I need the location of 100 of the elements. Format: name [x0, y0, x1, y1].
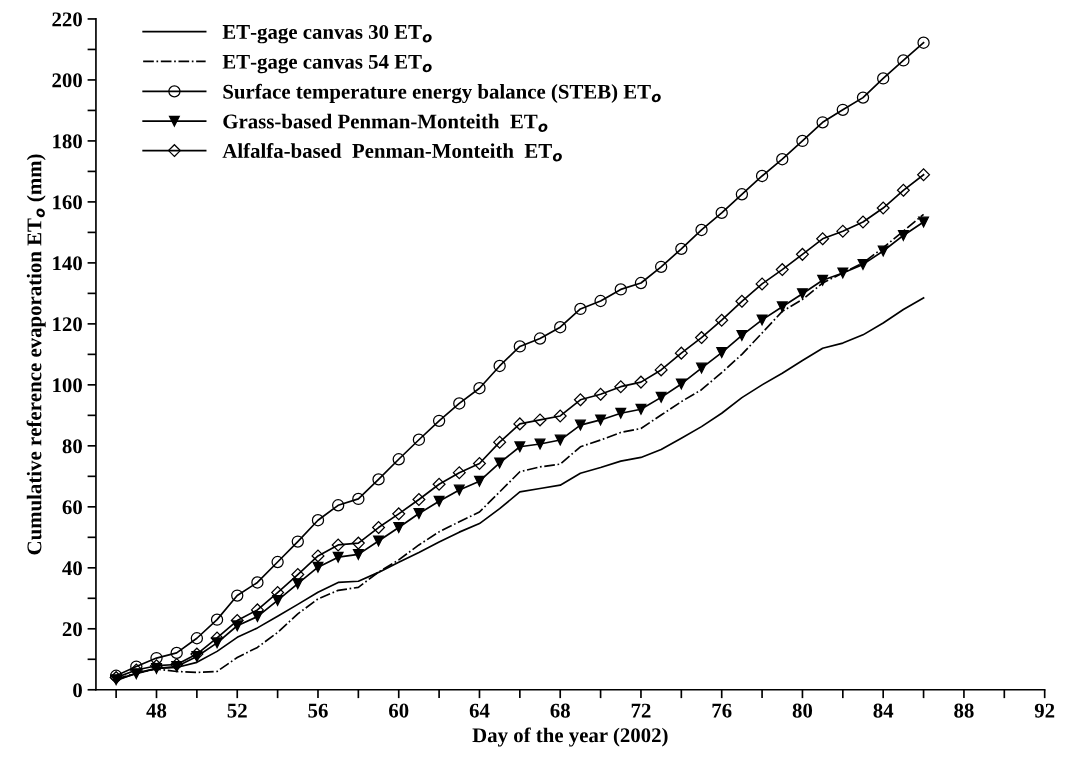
- point: [493, 359, 506, 373]
- point: [494, 457, 506, 469]
- point: [675, 378, 687, 390]
- x-tick-label: 84: [873, 703, 894, 718]
- point: [513, 340, 527, 353]
- point: [817, 274, 829, 286]
- point: [735, 188, 749, 201]
- point: [716, 347, 728, 359]
- point: [373, 535, 385, 547]
- point: [695, 223, 708, 237]
- y-tick-label: 120: [53, 317, 82, 332]
- legend-label: Grass-based Penman-Monteith ET$_{o}$: [223, 113, 548, 132]
- x-tick-label: 64: [469, 703, 490, 718]
- point: [231, 589, 244, 602]
- x-tick-label: 60: [389, 703, 409, 718]
- y-tick-label: 0: [73, 683, 82, 698]
- point: [695, 331, 709, 345]
- point: [795, 247, 809, 261]
- legend-label: ET-gage canvas 30 ET$_{o}$: [222, 24, 432, 44]
- y-tick-label: 20: [62, 622, 82, 637]
- point: [513, 417, 527, 431]
- point: [634, 375, 648, 389]
- point: [856, 91, 870, 104]
- point: [896, 183, 910, 197]
- point: [271, 555, 284, 569]
- legend-label: Surface temperature energy balance (STEB) ET$_{o}$: [223, 83, 661, 104]
- x-tick-label: 68: [550, 703, 570, 718]
- point: [836, 224, 850, 238]
- point: [311, 549, 325, 563]
- point: [674, 346, 688, 360]
- point: [351, 536, 365, 550]
- point: [594, 294, 607, 308]
- point: [634, 276, 648, 290]
- point: [696, 362, 708, 374]
- point: [574, 302, 587, 316]
- point: [594, 387, 608, 401]
- point: [190, 632, 204, 645]
- point: [755, 277, 769, 291]
- x-tick-label: 76: [712, 703, 732, 718]
- point: [755, 169, 769, 183]
- y-tick-label: 100: [53, 378, 82, 393]
- point: [170, 657, 184, 671]
- point: [654, 260, 668, 274]
- point: [472, 457, 486, 471]
- point: [675, 242, 688, 256]
- point: [917, 168, 931, 182]
- point: [291, 535, 304, 548]
- point: [776, 153, 789, 166]
- point: [392, 507, 406, 521]
- point: [876, 201, 890, 215]
- point: [857, 258, 869, 270]
- y-tick-label: 160: [53, 195, 82, 210]
- point: [412, 492, 426, 507]
- point: [836, 103, 850, 116]
- point: [877, 245, 889, 257]
- point: [412, 433, 426, 446]
- point: [432, 477, 446, 491]
- point: [736, 329, 748, 341]
- point: [432, 414, 446, 428]
- y-tick-label: 220: [52, 12, 82, 27]
- point: [352, 548, 364, 560]
- legend-label: Alfalfa-based Penman-Monteith ET$_{o}$: [222, 143, 562, 162]
- point: [554, 434, 566, 446]
- point: [595, 414, 607, 426]
- point: [917, 36, 930, 49]
- y-tick-label: 200: [52, 73, 82, 88]
- point: [735, 294, 749, 308]
- point: [614, 380, 628, 394]
- point: [715, 206, 728, 220]
- point: [311, 514, 325, 527]
- point: [372, 473, 385, 486]
- point: [331, 538, 345, 552]
- point: [170, 646, 183, 660]
- point: [756, 314, 768, 326]
- x-tick-label: 52: [227, 703, 247, 718]
- point: [473, 475, 485, 487]
- point: [452, 466, 466, 480]
- point: [918, 216, 930, 228]
- point: [554, 321, 567, 334]
- y-tick-label: 180: [53, 134, 82, 149]
- point: [775, 263, 789, 277]
- point: [372, 521, 386, 535]
- point: [574, 419, 586, 431]
- x-tick-label: 56: [308, 703, 328, 718]
- point: [816, 116, 829, 129]
- point: [573, 393, 587, 407]
- point: [856, 215, 870, 229]
- point: [453, 484, 465, 496]
- point: [776, 301, 788, 313]
- y-tick-label: 140: [53, 256, 82, 271]
- point: [655, 391, 667, 403]
- y-tick-label: 60: [62, 500, 82, 515]
- point: [514, 441, 526, 453]
- y-tick-label: 80: [62, 439, 82, 454]
- point: [433, 495, 445, 507]
- point: [654, 363, 668, 377]
- point: [251, 576, 264, 589]
- point: [534, 438, 546, 450]
- point: [553, 409, 567, 423]
- point: [392, 453, 405, 466]
